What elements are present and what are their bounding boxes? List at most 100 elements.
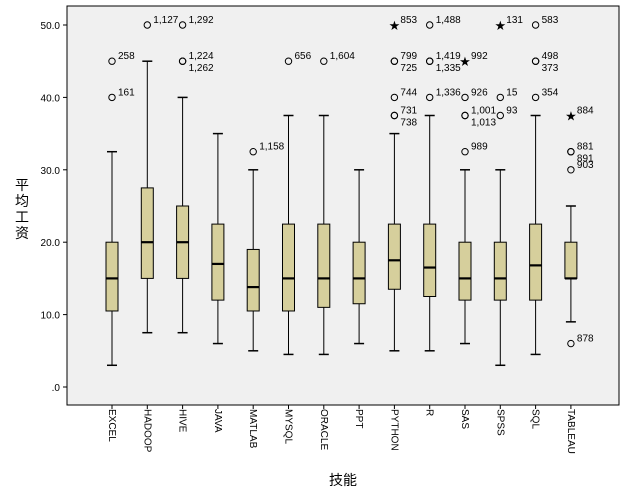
outlier-point	[390, 93, 399, 102]
x-tick-label: R	[424, 409, 435, 416]
outlier-point	[496, 111, 504, 120]
outlier-label: 725	[400, 63, 417, 74]
outlier-label: 738	[400, 118, 417, 129]
x-tick-label: SPSS	[494, 409, 505, 436]
outlier-label: 498	[542, 51, 559, 62]
box-iqr	[105, 241, 119, 312]
box-iqr	[352, 241, 366, 305]
outlier-point	[531, 21, 540, 29]
x-axis: EXCEL HADOOP HIVE JAVA MATLAB MYSQL ORACLE PPT P…	[106, 405, 576, 454]
outlier-point	[284, 57, 293, 65]
box-excel: 258 161	[105, 51, 135, 367]
outlier-label: 15	[506, 87, 518, 98]
x-tick-label: PPT	[353, 409, 364, 428]
outlier-label: 1,262	[189, 63, 214, 74]
outlier-point	[496, 93, 504, 102]
outlier-point	[178, 21, 187, 29]
x-tick-label: TABLEAU	[565, 409, 576, 454]
box-java	[211, 132, 225, 345]
outlier-label: 884	[577, 106, 594, 117]
outlier-point	[108, 93, 116, 102]
plot-area	[66, 5, 620, 406]
outlier-label: 878	[577, 334, 594, 345]
outlier-point	[426, 21, 434, 29]
box-iqr	[282, 223, 295, 312]
outlier-point	[531, 93, 540, 102]
outlier-label: 1,336	[436, 87, 461, 98]
outlier-point	[390, 57, 399, 65]
outlier-point	[390, 111, 399, 120]
box-iqr	[317, 223, 331, 308]
outlier-label: 354	[542, 87, 559, 98]
box-iqr	[493, 241, 507, 301]
y-axis: .0 10.0 20.0 30.0 40.0 50.0	[41, 21, 67, 394]
outlier-point	[531, 57, 540, 65]
outlier-label: 799	[400, 51, 417, 62]
x-tick-label: ORACLE	[318, 409, 329, 450]
outlier-label: 992	[471, 51, 488, 62]
box-iqr	[423, 223, 437, 298]
box-ppt	[352, 169, 366, 345]
y-tick-label: .0	[52, 383, 61, 394]
outlier-label: 1,127	[153, 15, 178, 26]
outlier-point	[567, 166, 575, 174]
outlier-label: 93	[506, 106, 518, 117]
x-tick-label: PYTHON	[388, 409, 399, 451]
outlier-extreme: ★	[494, 19, 506, 34]
x-tick-label: MATLAB	[247, 409, 258, 449]
box-spss: ★ 131 15 93	[493, 15, 523, 367]
outlier-label: 131	[506, 15, 523, 26]
outlier-label: 1,604	[330, 51, 355, 62]
outlier-label: 583	[542, 15, 559, 26]
outlier-point	[320, 57, 328, 65]
outlier-label: 891	[577, 154, 594, 165]
outlier-label: 926	[471, 87, 488, 98]
outlier-label: 656	[295, 51, 312, 62]
outlier-label: 258	[118, 51, 135, 62]
box-iqr	[387, 223, 401, 290]
outlier-extreme: ★	[389, 19, 401, 34]
outlier-point	[567, 148, 575, 156]
box-iqr	[458, 241, 472, 301]
outlier-point	[108, 57, 116, 65]
y-tick-label: 20.0	[41, 238, 61, 249]
y-tick-label: 30.0	[41, 166, 61, 177]
outlier-label: 1,224	[189, 51, 214, 62]
y-tick-label: 40.0	[41, 93, 61, 104]
outlier-label: 903	[577, 160, 594, 171]
box-mysql: 656	[282, 51, 312, 356]
outlier-label: 744	[400, 87, 417, 98]
outlier-point	[178, 57, 187, 65]
x-tick-label: MYSQL	[283, 409, 294, 444]
x-tick-label: SQL	[530, 409, 541, 429]
y-tick-label: 10.0	[41, 311, 61, 322]
outlier-label: 1,488	[436, 15, 461, 26]
outlier-label: 1,001	[471, 106, 496, 117]
box-matlab: 1,158	[246, 142, 285, 352]
y-tick-label: 50.0	[41, 21, 61, 32]
box-iqr	[211, 223, 225, 301]
outlier-point	[249, 148, 257, 156]
outlier-label: 731	[400, 106, 417, 117]
outlier-point	[461, 93, 469, 102]
x-tick-label: EXCEL	[106, 409, 117, 442]
outlier-point	[426, 57, 434, 65]
x-tick-label: SAS	[459, 409, 470, 429]
outlier-label: 373	[542, 63, 559, 74]
box-iqr	[564, 241, 578, 279]
x-tick-label: HADOOP	[141, 409, 152, 453]
box-oracle: 1,604	[317, 51, 355, 356]
outlier-point	[143, 21, 152, 29]
outlier-label: 881	[577, 142, 594, 153]
outlier-point	[567, 339, 575, 348]
outlier-extreme: ★	[565, 110, 577, 125]
box-iqr	[246, 248, 260, 312]
x-tick-label: HIVE	[177, 409, 188, 433]
x-axis-title: 技能	[329, 473, 357, 489]
outlier-point	[426, 93, 434, 102]
